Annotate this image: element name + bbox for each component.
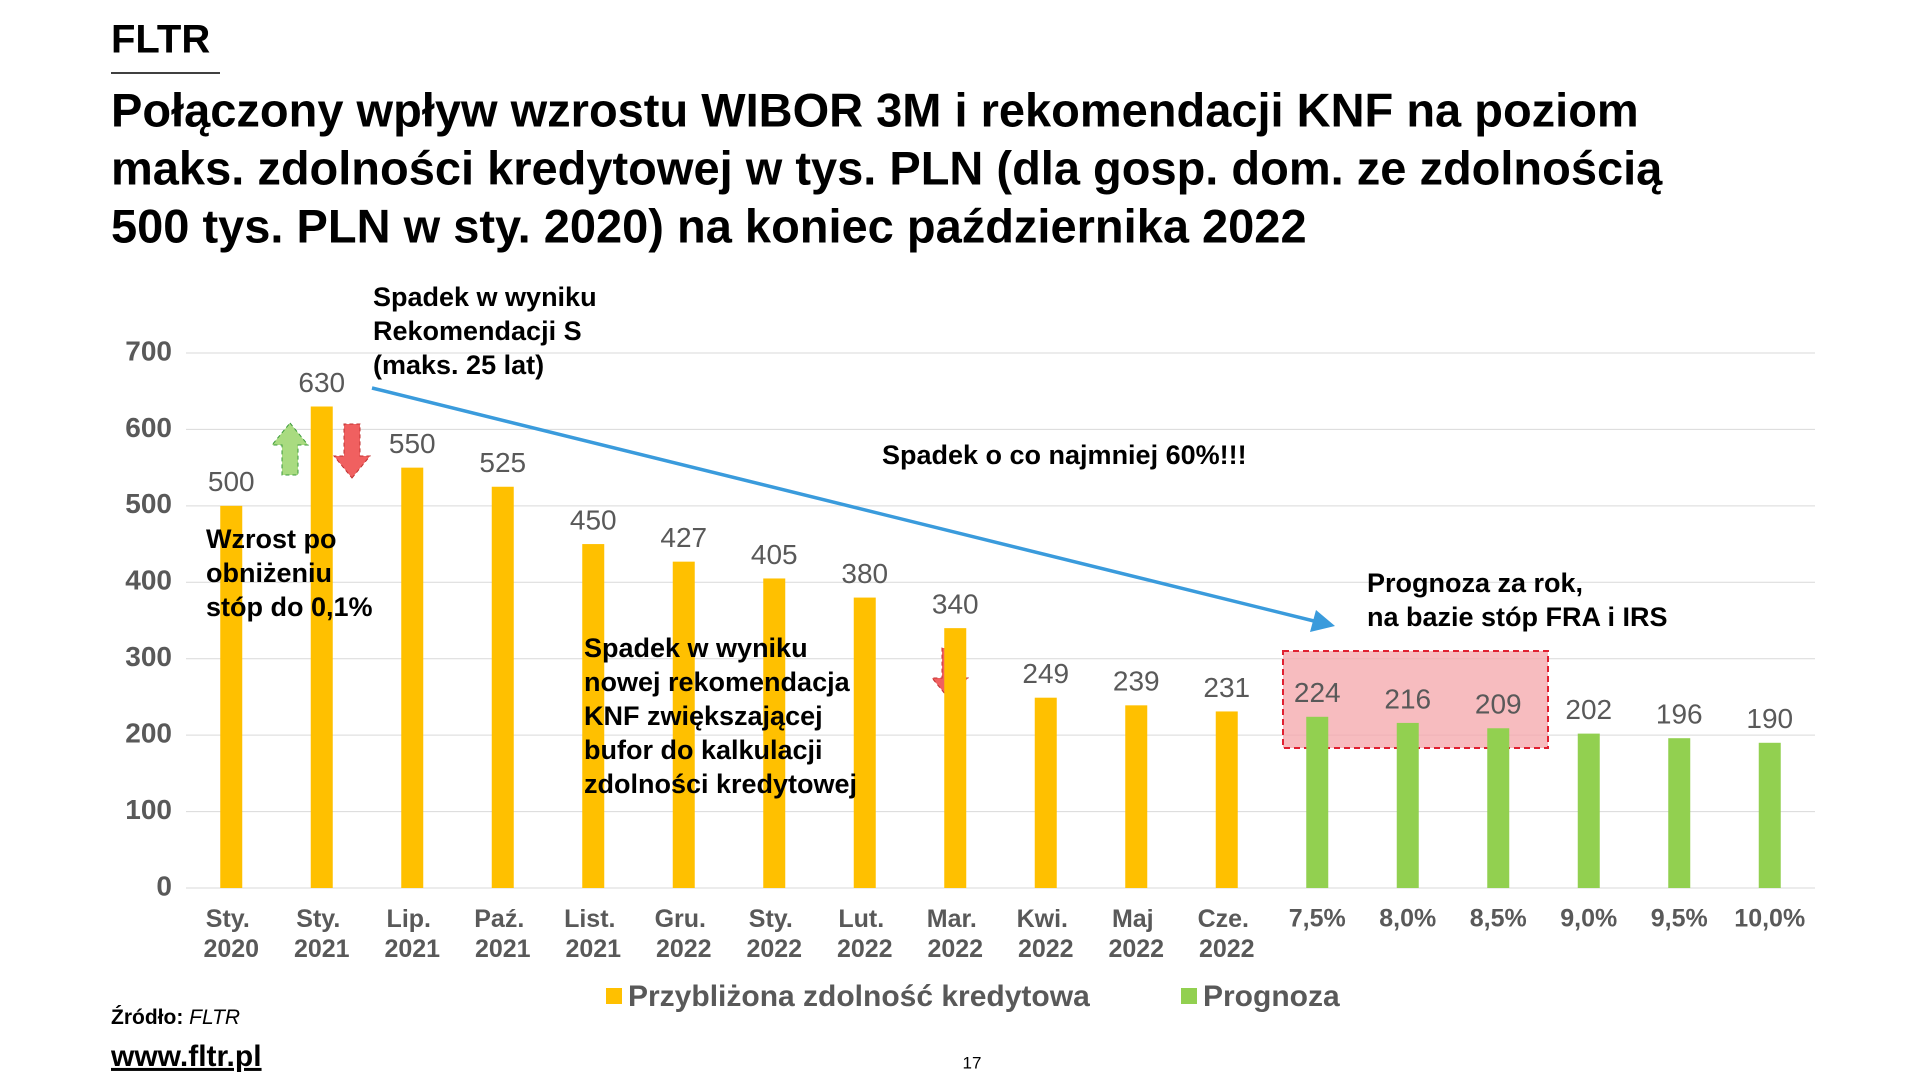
data-label: 500 [208,466,255,497]
legend-label: Prognoza [1203,980,1340,1013]
x-tick-label: Gru. 2022 [655,905,713,963]
annotation: Wzrost po [206,524,336,554]
y-tick-label: 0 [156,870,172,901]
source-label: Źródło: [111,1006,183,1029]
data-label: 525 [479,447,526,478]
bar [853,597,876,888]
legend-label: Przybliżona zdolność kredytowa [628,980,1090,1013]
annotation: KNF zwiększającej [584,701,823,731]
bar [672,561,695,888]
chart-title: maks. zdolności kredytowej w tys. PLN (d… [111,141,1663,194]
x-tick-label: 8,0% [1379,905,1436,933]
data-label: 550 [389,428,436,459]
x-tick-label: 10,0% [1734,905,1805,933]
y-tick-label: 500 [125,488,172,519]
annotation: Prognoza za rok, [1367,568,1583,598]
url: www.fltr.pl [110,1040,262,1073]
bar [491,486,514,888]
bar [1758,742,1781,888]
bar [1396,722,1419,888]
x-tick-label: Mar. 2022 [927,905,984,963]
data-label: 231 [1203,672,1250,703]
annotations: Spadek w wyniku Rekomendacji S (maks. 25 l… [206,282,1668,799]
annotation: Rekomendacji S [373,316,582,346]
trend-arrowhead [1310,610,1335,632]
source-name: FLTR [189,1006,240,1029]
x-tick-label: Lip. 2021 [384,905,440,963]
x-tick-label: Paź. 2021 [474,905,531,963]
data-label: 630 [298,367,345,398]
bar [944,628,967,888]
title-group: Połączony wpływ wzrostu WIBOR 3M i rekom… [111,83,1663,252]
data-label: 380 [841,558,888,589]
page-number: 17 [963,1053,982,1072]
brand: FLTR [111,18,210,62]
legend-swatch [1181,988,1197,1004]
y-tick-label: 700 [125,335,172,366]
x-tick-label: 9,0% [1560,905,1617,933]
chart-title: Połączony wpływ wzrostu WIBOR 3M i rekom… [111,83,1639,136]
source: Źródło: FLTR [111,1006,240,1029]
data-label: 224 [1294,677,1341,708]
plot: 0 100 200 300 400 500 600 700 Sty. 2020 Sty. 2021… [125,335,1815,1013]
y-tick-label: 600 [125,412,172,443]
annotation: bufor do kalkulacji [584,735,823,765]
x-tick-label: 7,5% [1289,905,1346,933]
bar [1306,716,1329,888]
annotation: (maks. 25 lat) [373,350,544,380]
x-tick-label: Maj 2022 [1108,905,1164,963]
data-label: 405 [751,539,798,570]
chart-title: 500 tys. PLN w sty. 2020) na koniec paźd… [111,199,1307,252]
bar [1125,705,1148,888]
annotation: Spadek w wyniku [584,633,808,663]
down-arrow [332,423,372,479]
bar [220,505,243,888]
x-tick-label: 9,5% [1651,905,1708,933]
data-label: 427 [660,522,707,553]
data-label: 209 [1475,689,1522,720]
annotation: nowej rekomendacja [584,667,851,697]
legend-swatch [606,988,622,1004]
data-label: 216 [1384,683,1431,714]
bar [763,578,786,888]
bar [1034,697,1057,888]
y-tick-label: 400 [125,565,172,596]
x-tick-label: Kwi. 2022 [1017,905,1075,963]
annotation: na bazie stóp FRA i IRS [1367,602,1668,632]
data-label: 340 [932,589,979,620]
annotation: Spadek o co najmniej 60%!!! [882,440,1247,470]
data-label: 190 [1746,703,1793,734]
annotation: obniżeniu [206,558,332,588]
bar [1215,711,1238,888]
y-tick-label: 300 [125,641,172,672]
bar [1577,733,1600,888]
bar [310,406,333,888]
y-tick-label: 200 [125,718,172,749]
y-tick-label: 100 [125,794,172,825]
up-arrow [270,422,310,476]
x-tick-label: 8,5% [1470,905,1527,933]
trend-arrow [371,386,1319,624]
x-tick-label: Sty. 2022 [746,905,802,963]
data-label: 239 [1113,666,1160,697]
bar [401,467,424,888]
x-tick-label: Sty. 2021 [294,905,350,963]
bar [1668,738,1691,888]
bar [582,544,605,888]
x-tick-label: List. 2021 [564,905,622,963]
annotation: Spadek w wyniku [373,282,597,312]
data-label: 202 [1565,694,1612,725]
x-tick-label: Cze. 2022 [1198,905,1256,963]
data-label: 450 [570,504,617,535]
bar [1487,728,1510,888]
data-label: 196 [1656,699,1703,730]
annotation: zdolności kredytowej [584,769,857,799]
x-tick-label: Lut. 2022 [837,905,893,963]
data-label: 249 [1022,658,1069,689]
annotation: stóp do 0,1% [206,592,373,622]
x-tick-label: Sty. 2020 [203,905,259,963]
